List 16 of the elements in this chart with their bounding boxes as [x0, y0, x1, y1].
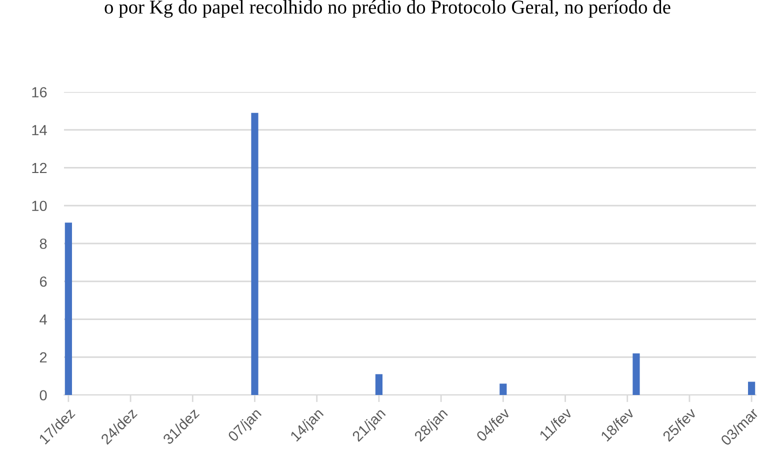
y-tick-label: 14	[32, 125, 47, 136]
y-tick-label: 0	[40, 390, 47, 400]
y-tick-label: 10	[32, 200, 47, 212]
y-tick-label: 4	[40, 314, 47, 325]
bar	[632, 353, 640, 395]
bar	[500, 384, 507, 395]
y-tick-label: 16	[32, 87, 47, 98]
y-tick-label: 2	[40, 352, 47, 362]
y-tick-label: 12	[32, 162, 47, 174]
bar	[748, 382, 756, 395]
bar	[375, 374, 382, 395]
bar	[64, 222, 72, 395]
y-tick-label: 6	[40, 276, 47, 287]
chart-title: o por Kg do papel recolhido no prédio do Protocolo Geral, no período de	[104, 0, 670, 18]
y-tick-label: 8	[40, 238, 47, 249]
bar	[251, 112, 258, 395]
